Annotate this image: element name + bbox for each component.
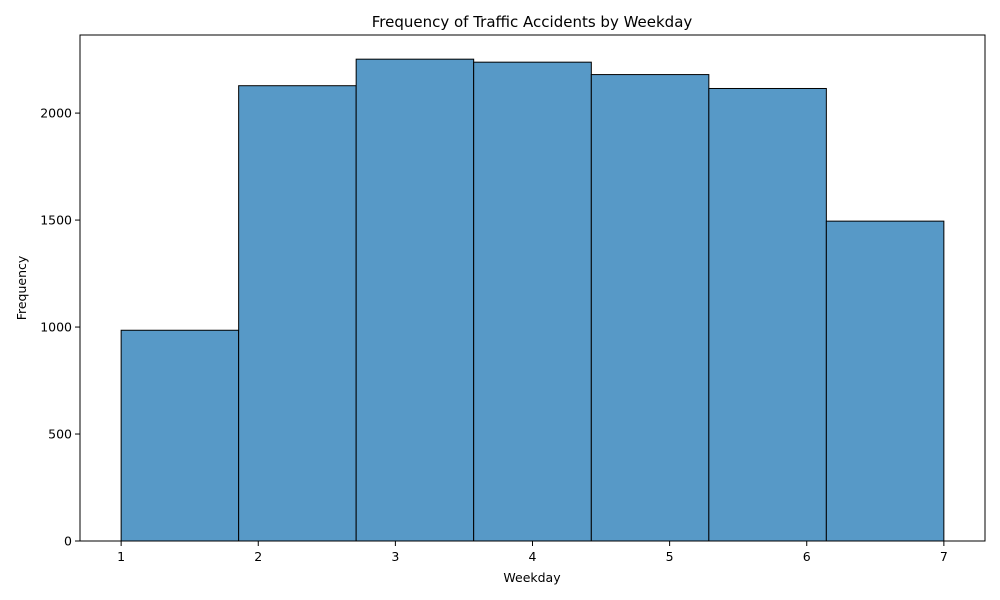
y-tick-label: 1500 — [40, 213, 72, 228]
x-tick-label: 4 — [529, 549, 537, 564]
histogram-bar-2 — [238, 85, 357, 542]
bars-group — [120, 58, 945, 542]
x-tick-label: 5 — [666, 549, 674, 564]
chart-title: Frequency of Traffic Accidents by Weekda… — [372, 13, 693, 31]
histogram-bar-4 — [473, 61, 592, 542]
histogram-bar-1 — [120, 329, 240, 542]
x-tick-label: 6 — [803, 549, 811, 564]
y-tick-label: 500 — [48, 427, 72, 442]
y-tick-label: 0 — [64, 534, 72, 549]
y-axis: 0 500 1000 1500 2000 — [40, 106, 80, 549]
histogram-bar-6 — [708, 87, 827, 542]
y-tick-label: 1000 — [40, 320, 72, 335]
histogram-bar-5 — [590, 74, 710, 542]
histogram-bar-7 — [825, 220, 945, 542]
x-tick-label: 2 — [254, 549, 262, 564]
x-tick-label: 1 — [117, 549, 125, 564]
y-tick-label: 2000 — [40, 106, 72, 121]
x-tick-label: 3 — [391, 549, 399, 564]
y-axis-label: Frequency — [14, 255, 29, 320]
x-tick-label: 7 — [940, 549, 948, 564]
x-axis-label: Weekday — [503, 570, 561, 585]
histogram-bar-3 — [355, 58, 475, 542]
x-axis: 1 2 3 4 5 6 7 — [117, 541, 948, 564]
